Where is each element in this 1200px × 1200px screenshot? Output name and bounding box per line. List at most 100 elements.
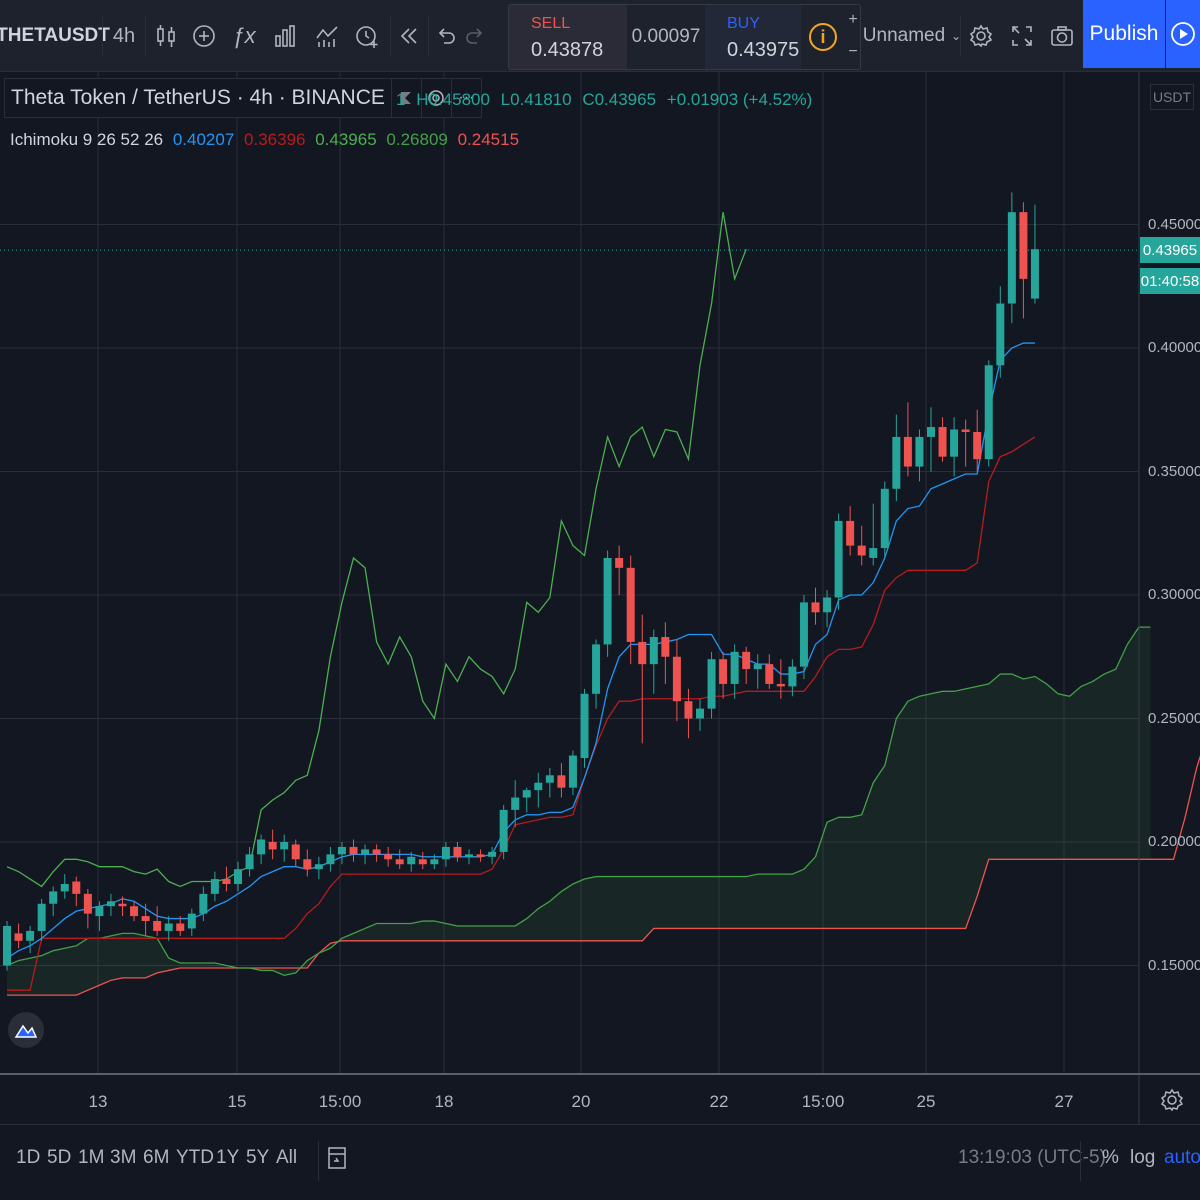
financials-icon[interactable] [266,0,304,72]
candle-body [545,775,554,783]
countdown-tag: 01:40:58 [1140,268,1200,295]
candle-body [337,846,346,855]
candle-body [37,903,46,931]
lagging-value: 0.43965 [315,130,377,149]
spread-value: 0.00097 [631,26,701,47]
candle-body [730,651,739,684]
more-icon[interactable]: ··· [450,79,481,117]
price-chart[interactable] [0,72,1200,1124]
buy-button[interactable]: BUY 0.43975 [705,5,801,69]
compare-add-icon[interactable] [186,0,222,72]
ichimoku-cloud [7,627,1151,996]
layout-name-button[interactable]: Unnamed ⌄ [863,0,962,72]
lead1-value: 0.26809 [386,130,448,149]
time-axis-label: 22 [709,1092,729,1111]
price-scale-label: 0.20000 [1148,833,1200,850]
candle-body [672,656,681,702]
templates-icon[interactable] [308,0,346,72]
ichimoku-lines [0,212,1200,996]
zoom-out-button[interactable]: − [848,43,858,60]
range-button[interactable]: YTD [176,1147,214,1168]
indicators-fx-icon[interactable]: ƒx [232,23,256,48]
legend-symbol-title[interactable]: Theta Token / TetherUS · 4h · BINANCE [11,86,385,109]
candle-body [846,520,855,546]
goto-date-icon[interactable] [326,1143,348,1176]
time-axis-label: 15 [227,1092,247,1111]
range-button[interactable]: All [276,1147,298,1168]
range-button[interactable]: 1Y [216,1147,240,1168]
candle-body [395,859,404,865]
percent-toggle[interactable]: % [1102,1147,1119,1168]
range-button[interactable]: 3M [110,1147,137,1168]
candle-body [141,916,150,922]
buy-price: 0.43975 [727,39,800,61]
ohlc-change: +0.01903 (+4.52%) [666,90,813,109]
price-scale-label: 0.15000 [1148,956,1200,974]
tradingview-logo-icon[interactable] [8,1012,44,1048]
candle-body [626,567,635,642]
time-axis-label: 20 [571,1092,591,1111]
axis-settings-gear-icon[interactable] [1160,1088,1184,1117]
divider [390,16,391,56]
range-button[interactable]: 6M [143,1147,170,1168]
play-circle-icon[interactable] [1166,0,1200,68]
candle-body [568,755,577,788]
range-button[interactable]: 5D [47,1147,72,1168]
candle-body [915,436,924,467]
candle-body [719,659,728,684]
price-scale-label: 0.30000 [1148,586,1200,603]
clock-timezone[interactable]: 13:19:03 (UTC-5) [958,1147,1106,1168]
candle-body [557,775,566,788]
candle-body [326,854,335,865]
divider [1080,1141,1081,1181]
alert-clock-icon[interactable] [348,0,386,72]
range-button[interactable]: 1D [16,1147,41,1168]
divider [145,16,146,56]
settings-gear-icon[interactable] [962,0,1000,72]
candle-body [95,906,104,917]
candle-body [49,891,58,904]
buy-label: BUY [727,15,760,32]
eye-hide-icon[interactable] [390,79,421,117]
log-toggle[interactable]: log [1130,1147,1156,1168]
candle-body [603,557,612,645]
candle-body [1019,212,1028,279]
candle-body [615,557,624,568]
cloud-fill [7,627,1151,996]
candle-body [765,664,774,684]
currency-label[interactable]: USDT [1150,84,1194,110]
candle-body [661,636,670,657]
zoom-in-button[interactable]: + [848,11,858,28]
candle-body [407,856,416,865]
undo-icon[interactable] [430,0,462,72]
settings-icon[interactable] [420,79,451,117]
range-button[interactable]: 1M [78,1147,105,1168]
candle-body [973,431,982,460]
candle-body [880,488,889,549]
candle-body [950,429,959,457]
candle-body [823,597,832,613]
fullscreen-icon[interactable] [1002,0,1042,72]
candle-body [3,925,11,966]
symbol-search-button[interactable]: THETAUSDT [0,25,110,46]
chevron-down-icon: ⌄ [951,29,962,43]
candle-body [291,844,300,860]
candle-body [592,644,601,694]
replay-icon[interactable] [392,0,426,72]
candle-body [187,913,196,929]
candle-body [857,545,866,556]
camera-snapshot-icon[interactable] [1042,0,1082,72]
interval-button[interactable]: 4h [112,24,136,47]
base-line [7,436,1036,991]
range-button[interactable]: 5Y [246,1147,270,1168]
candle-body [441,846,450,860]
candle-body [799,602,808,667]
auto-toggle[interactable]: auto [1164,1147,1200,1168]
publish-button[interactable]: Publish [1083,0,1165,68]
ichimoku-legend[interactable]: Ichimoku 9 26 52 26 0.40207 0.36396 0.43… [10,130,524,150]
sell-button[interactable]: SELL 0.43878 [509,5,627,69]
candles-style-icon[interactable] [148,0,184,72]
info-icon[interactable]: i [809,23,837,51]
redo-icon[interactable] [460,0,490,72]
candle-body [903,436,912,467]
